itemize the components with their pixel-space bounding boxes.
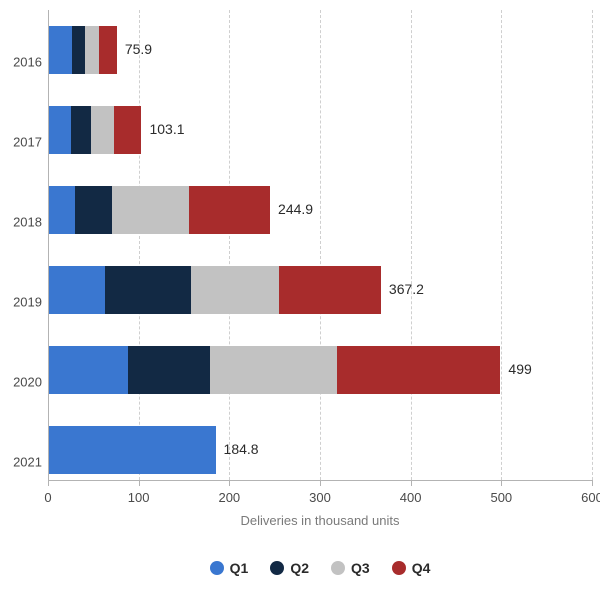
- grid-line: [592, 10, 593, 480]
- grid-line: [501, 10, 502, 480]
- bar-segment-q2: [71, 106, 91, 154]
- bar-row: [48, 106, 592, 154]
- bar-segment-q4: [114, 106, 141, 154]
- y-axis-label: 2021: [0, 455, 42, 470]
- grid-line: [139, 10, 140, 480]
- grid-line: [320, 10, 321, 480]
- x-axis-label: 100: [128, 490, 150, 505]
- legend-item-q2: Q2: [270, 560, 309, 576]
- x-tick-mark: [229, 480, 230, 486]
- bar-segment-q4: [189, 186, 271, 234]
- x-axis-label: 300: [309, 490, 331, 505]
- bar-segment-q2: [75, 186, 112, 234]
- legend-swatch: [392, 561, 406, 575]
- x-axis-label: 0: [44, 490, 51, 505]
- x-tick-mark: [48, 480, 49, 486]
- bar-row: [48, 186, 592, 234]
- legend-item-q1: Q1: [210, 560, 249, 576]
- bar-segment-q4: [279, 266, 381, 314]
- bar-total-label: 244.9: [278, 201, 313, 217]
- y-axis-label: 2018: [0, 215, 42, 230]
- y-axis-label: 2019: [0, 295, 42, 310]
- bar-segment-q1: [48, 106, 71, 154]
- bar-segment-q4: [337, 346, 500, 394]
- legend-label: Q1: [230, 560, 249, 576]
- grid-line: [411, 10, 412, 480]
- y-axis-label: 2020: [0, 375, 42, 390]
- y-axis-label: 2017: [0, 135, 42, 150]
- bar-total-label: 499: [508, 361, 531, 377]
- bar-segment-q1: [48, 26, 72, 74]
- bar-total-label: 75.9: [125, 41, 152, 57]
- bar-segment-q3: [91, 106, 115, 154]
- legend-item-q3: Q3: [331, 560, 370, 576]
- grid-line: [229, 10, 230, 480]
- bar-segment-q1: [48, 186, 75, 234]
- legend-item-q4: Q4: [392, 560, 431, 576]
- legend-label: Q3: [351, 560, 370, 576]
- bar-total-label: 103.1: [149, 121, 184, 137]
- bar-segment-q3: [112, 186, 188, 234]
- x-tick-mark: [592, 480, 593, 486]
- y-axis: [48, 10, 49, 480]
- legend-swatch: [210, 561, 224, 575]
- plot-area: 75.9 103.1 244.9 367.2 499 184.8: [48, 10, 592, 480]
- legend: Q1 Q2 Q3 Q4: [48, 560, 592, 576]
- bar-segment-q3: [191, 266, 279, 314]
- y-axis-label: 2016: [0, 55, 42, 70]
- bar-segment-q2: [72, 26, 85, 74]
- bar-segment-q4: [99, 26, 117, 74]
- x-tick-mark: [501, 480, 502, 486]
- legend-label: Q4: [412, 560, 431, 576]
- x-axis-label: 200: [218, 490, 240, 505]
- bar-row: [48, 426, 592, 474]
- bar-segment-q3: [210, 346, 337, 394]
- bar-row: [48, 266, 592, 314]
- bar-segment-q3: [85, 26, 99, 74]
- bar-segment-q2: [105, 266, 191, 314]
- legend-swatch: [270, 561, 284, 575]
- x-tick-mark: [320, 480, 321, 486]
- x-axis-label: 500: [490, 490, 512, 505]
- x-axis-title: Deliveries in thousand units: [48, 513, 592, 528]
- bar-segment-q1: [48, 426, 216, 474]
- bar-segment-q1: [48, 346, 128, 394]
- x-axis-label: 600: [581, 490, 600, 505]
- x-tick-mark: [411, 480, 412, 486]
- x-tick-mark: [139, 480, 140, 486]
- deliveries-stacked-bar-chart: 75.9 103.1 244.9 367.2 499 184.8 2016 2017 2018 2…: [0, 0, 600, 592]
- legend-swatch: [331, 561, 345, 575]
- x-axis-label: 400: [400, 490, 422, 505]
- bar-total-label: 184.8: [224, 441, 259, 457]
- bar-segment-q2: [128, 346, 211, 394]
- bar-total-label: 367.2: [389, 281, 424, 297]
- bar-segment-q1: [48, 266, 105, 314]
- legend-label: Q2: [290, 560, 309, 576]
